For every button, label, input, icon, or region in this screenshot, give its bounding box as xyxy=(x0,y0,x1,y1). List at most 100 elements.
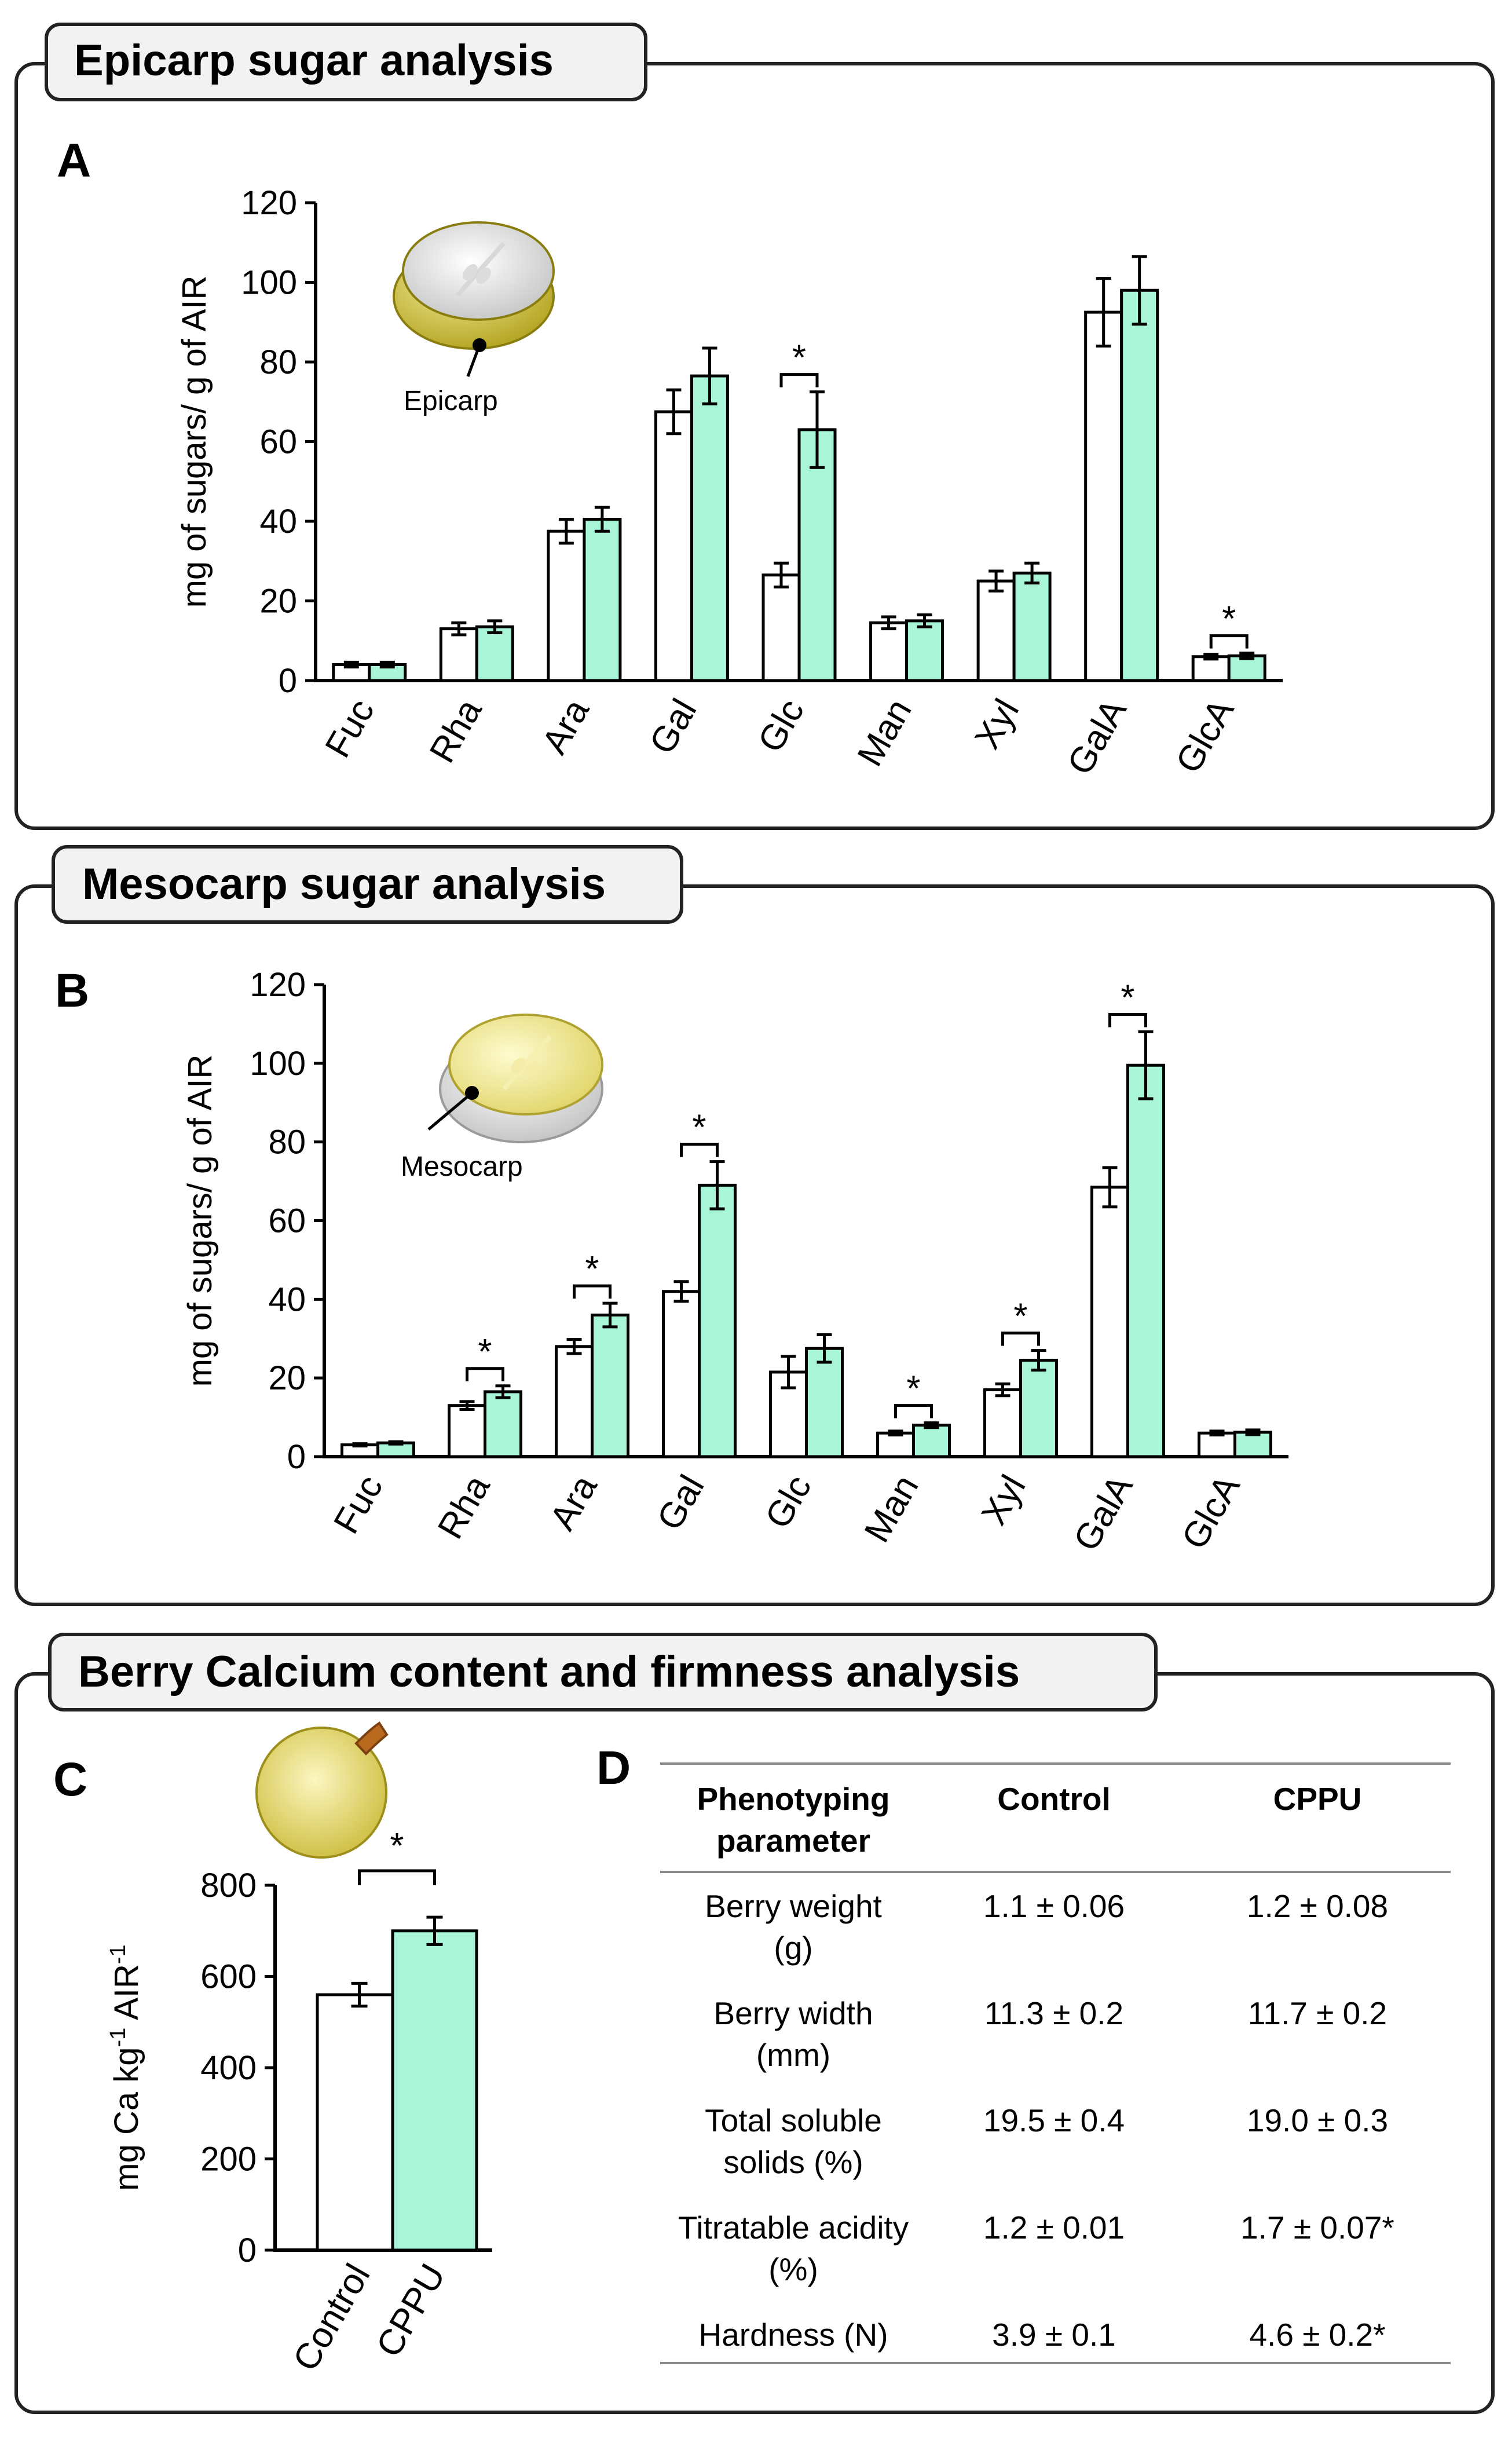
panel-a-title-box xyxy=(45,23,647,101)
y-label-main: mg Ca kg xyxy=(108,2047,145,2191)
panel-b-frame: Mesocarp sugar analysis B xyxy=(14,845,1495,1606)
error-bar-cppu-gal xyxy=(702,346,717,405)
parameter-line: Total soluble xyxy=(705,2102,882,2138)
y-tick-label: 400 xyxy=(200,2049,257,2087)
bar-control-glca xyxy=(1191,655,1231,682)
bar-control xyxy=(316,1993,403,2252)
error-bar-cppu-glca xyxy=(1239,652,1255,660)
bar-control-glca xyxy=(1198,1431,1236,1458)
parameter-line: solids (%) xyxy=(723,2144,863,2180)
bar-control-xyl xyxy=(976,579,1016,682)
parameter-line: (mm) xyxy=(756,2037,830,2073)
y-tick-label: 0 xyxy=(238,2232,257,2269)
error-bar-cppu-man xyxy=(924,1421,939,1429)
error-bar-control-gala xyxy=(1096,277,1111,348)
panel-a-title: Epicarp sugar analysis xyxy=(74,36,554,85)
panel-cd-title: Berry Calcium content and firmness analy… xyxy=(78,1647,1020,1696)
epicarp-label: Epicarp xyxy=(404,386,498,416)
table-cell-control: 3.9 ± 0.1 xyxy=(992,2317,1116,2353)
error-bar-control-ara xyxy=(566,1338,582,1355)
error-bar-control-gal xyxy=(673,1280,689,1303)
bar-cppu-rha xyxy=(484,1390,522,1458)
y-tick-label: 60 xyxy=(268,1202,306,1240)
error-bar-cppu-glc xyxy=(817,1333,832,1364)
error-bar-cppu-rha xyxy=(487,619,503,634)
bar-control-ara xyxy=(555,1345,594,1458)
error-bar-control-gala xyxy=(1102,1166,1118,1209)
table-cell-cppu: 11.7 ± 0.2 xyxy=(1248,1995,1387,2031)
error-bar-control xyxy=(351,1981,368,2008)
significance-star-ara: * xyxy=(585,1249,599,1289)
error-bar-control-rha xyxy=(451,621,467,637)
bar-cppu-glc xyxy=(797,428,837,682)
bar-control-ara xyxy=(547,529,586,682)
y-tick-label: 0 xyxy=(279,662,297,700)
bar-control-man xyxy=(869,621,909,682)
error-bar-cppu-xyl xyxy=(1031,1349,1046,1372)
significance-bracket-glc xyxy=(779,373,819,387)
table-cell-parameter: Hardness (N) xyxy=(698,2317,888,2353)
y-tick-label: 600 xyxy=(200,1958,257,1996)
y-tick-label: 0 xyxy=(287,1438,306,1476)
bar-cppu-xyl xyxy=(1019,1359,1058,1458)
table-header-control: Control xyxy=(997,1781,1111,1817)
error-bar-control-rha xyxy=(459,1400,475,1411)
table-cell-control: 1.1 ± 0.06 xyxy=(983,1888,1125,1924)
y-tick-label: 100 xyxy=(241,264,297,302)
table-cell-control: 19.5 ± 0.4 xyxy=(983,2102,1125,2138)
table-cell-parameter: Berry weight (g) xyxy=(705,1888,882,1966)
parameter-line: Berry weight xyxy=(705,1888,882,1924)
error-bar-cppu-glc xyxy=(810,390,825,469)
panel-c-letter: C xyxy=(53,1753,87,1806)
bar-control-gal xyxy=(662,1290,701,1458)
panel-b-title-box xyxy=(52,845,683,924)
panel-a-letter: A xyxy=(57,134,91,187)
error-bar-control-glc xyxy=(774,561,789,588)
error-bar-control-fuc xyxy=(352,1442,368,1448)
parameter-line: (%) xyxy=(768,2251,818,2287)
error-bar-control-man xyxy=(881,615,896,631)
table-cell-control: 1.2 ± 0.01 xyxy=(983,2210,1125,2245)
significance-bracket-ara xyxy=(573,1284,612,1299)
significance-star-glca: * xyxy=(1222,599,1236,639)
bar-control-gala xyxy=(1090,1186,1129,1458)
error-bar-cppu-gala xyxy=(1138,1030,1154,1100)
significance-bracket-xyl xyxy=(1001,1332,1040,1346)
table-cell-cppu: 1.7 ± 0.07* xyxy=(1240,2210,1394,2245)
parameter-line: Berry width xyxy=(713,1995,873,2031)
y-tick-label: 20 xyxy=(268,1359,306,1397)
bar-cppu-man xyxy=(912,1424,951,1458)
y-axis-label: mg Ca kg-1 AIR-1 xyxy=(106,1944,145,2190)
error-bar-cppu xyxy=(426,1915,443,1946)
table-cell-cppu: 19.0 ± 0.3 xyxy=(1247,2102,1388,2138)
y-axis-label: mg of sugars/ g of AIR xyxy=(181,1055,219,1387)
y-label-sup2: -1 xyxy=(106,1944,130,1964)
epicarp-fruit-icon xyxy=(393,221,555,377)
parameter-line: Hardness (N) xyxy=(698,2317,888,2353)
bar-cppu-man xyxy=(905,619,944,682)
panel-a-frame: Epicarp sugar analysis A xyxy=(14,23,1495,830)
significance-star-glc: * xyxy=(792,338,806,378)
table-cell-parameter: Titratable acidity (%) xyxy=(678,2210,909,2287)
y-tick-label: 40 xyxy=(268,1281,306,1318)
y-tick-label: 120 xyxy=(241,184,297,222)
error-bar-control-glca xyxy=(1203,653,1219,661)
error-bar-control-fuc xyxy=(343,660,359,669)
table-header-parameter-l2: parameter xyxy=(716,1823,870,1859)
significance-star-gala: * xyxy=(1121,978,1134,1018)
y-tick-label: 120 xyxy=(250,966,306,1004)
y-tick-label: 60 xyxy=(259,423,297,461)
table-header-cppu: CPPU xyxy=(1273,1781,1362,1817)
error-bar-control-xyl xyxy=(989,569,1004,593)
mesocarp-label: Mesocarp xyxy=(401,1151,523,1182)
significance-bracket-man xyxy=(894,1404,933,1418)
panel-b-title: Mesocarp sugar analysis xyxy=(82,860,606,909)
significance-bracket-gal xyxy=(680,1143,719,1157)
bar-cppu-xyl xyxy=(1012,571,1052,682)
bar-control-gala xyxy=(1084,310,1123,682)
bar-cppu-gal xyxy=(690,374,729,682)
error-bar-control-man xyxy=(888,1429,903,1437)
error-bar-cppu-glca xyxy=(1245,1428,1261,1436)
table-cell-control: 11.3 ± 0.2 xyxy=(984,1995,1123,2031)
